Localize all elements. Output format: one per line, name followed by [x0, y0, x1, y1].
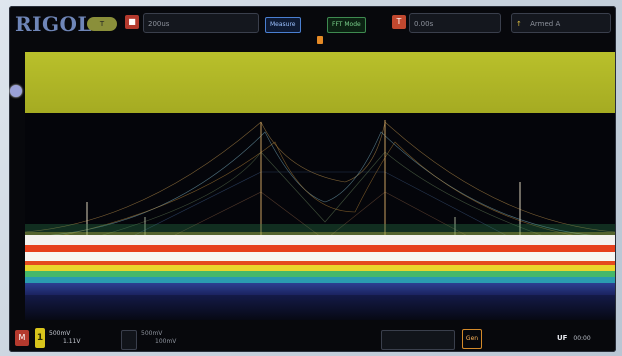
status-readout: UF 00:00 — [557, 334, 591, 342]
measure-button[interactable]: Measure — [265, 17, 301, 33]
math-channel-icon[interactable]: M — [15, 330, 29, 346]
spectrum-band-green — [25, 271, 615, 277]
ch1-badge[interactable]: 1 — [35, 328, 45, 348]
spectrum-band-white-lower — [25, 252, 615, 261]
trigger-mode-value: Armed A — [530, 20, 561, 28]
channel-offset-marker-icon[interactable] — [10, 85, 22, 97]
trigger-position-marker-icon[interactable] — [317, 36, 323, 44]
fft-mode-button[interactable]: FFT Mode — [327, 17, 366, 33]
oscilloscope-display: RIGOL T ■ 200us Measure FFT Mode T 0.00s… — [9, 6, 616, 352]
trigger-mode-box[interactable]: ↑ Armed A — [511, 13, 611, 33]
ch1-settings[interactable]: 500mV 1.11V — [49, 330, 80, 346]
trigger-offset-box[interactable]: 0.00s — [409, 13, 501, 33]
status-label: UF — [557, 334, 568, 342]
trigger-edge-icon: ↑ — [516, 20, 522, 28]
spectrum-waterfall — [25, 120, 615, 242]
ch2-offset: 100mV — [155, 338, 177, 345]
ch2-vdiv: 500mV — [141, 330, 163, 337]
spectrum-band-red-lower — [25, 261, 615, 265]
channel-trace-band — [25, 52, 615, 113]
ch2-settings[interactable]: 500mV 100mV — [141, 330, 176, 346]
bottom-status-bar: M 1 500mV 1.11V 500mV 100mV Gen UF 00:00 — [9, 324, 616, 352]
spectrum-band-blue — [25, 283, 615, 295]
status-value: 00:00 — [573, 335, 591, 342]
ch1-vdiv: 500mV — [49, 330, 71, 337]
ch2-badge[interactable] — [121, 330, 137, 350]
run-stop-icon[interactable]: ■ — [125, 15, 139, 29]
waveform-screen[interactable] — [25, 52, 615, 320]
trigger-offset-value: 0.00s — [414, 20, 434, 28]
timebase-box[interactable]: 200us — [143, 13, 259, 33]
spectrum-band-red — [25, 245, 615, 252]
top-status-bar: RIGOL T ■ 200us Measure FFT Mode T 0.00s… — [9, 6, 616, 44]
trigger-icon[interactable]: T — [392, 15, 406, 29]
spectrum-band-yellow — [25, 265, 615, 271]
digital-channels-box[interactable] — [381, 330, 455, 350]
timebase-value: 200us — [148, 20, 170, 28]
ch1-offset: 1.11V — [63, 338, 81, 345]
logo-badge: T — [87, 17, 117, 31]
spectrum-band-white — [25, 235, 615, 245]
spectrum-band-cyan — [25, 277, 615, 283]
generator-button[interactable]: Gen — [462, 329, 482, 349]
rigol-logo: RIGOL — [15, 12, 93, 36]
spectrum-band-dark — [25, 295, 615, 320]
